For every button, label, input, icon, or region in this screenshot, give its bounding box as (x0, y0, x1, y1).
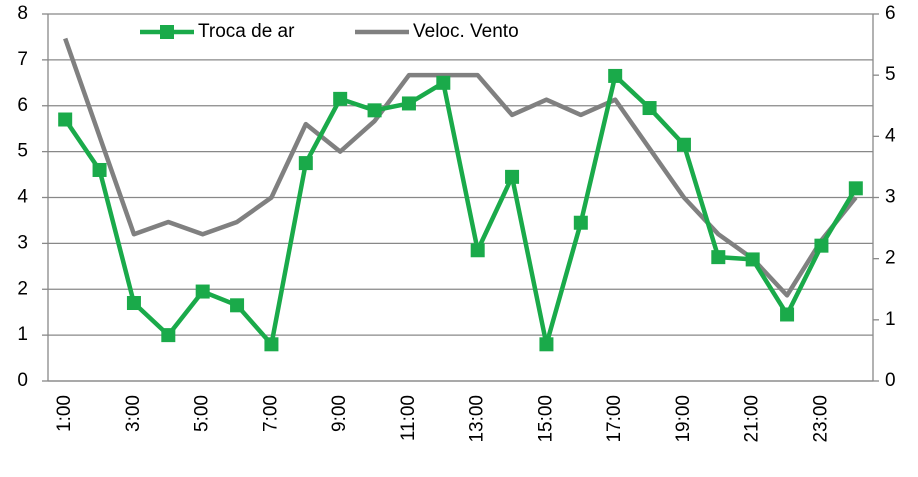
point-marker (333, 91, 348, 106)
point-marker (711, 250, 726, 265)
point-marker (367, 103, 382, 118)
x-tick-label: 21:00 (742, 395, 763, 443)
point-marker (264, 337, 279, 352)
x-tick-label: 5:00 (192, 395, 213, 432)
y-tick-label: 5 (17, 141, 28, 162)
y2-tick-label: 1 (885, 309, 896, 330)
point-marker (505, 169, 520, 184)
y-tick-label: 6 (17, 95, 28, 116)
point-marker (814, 238, 829, 253)
x-tick-label: 3:00 (123, 395, 144, 432)
y2-tick-label: 4 (885, 125, 896, 146)
y-tick-label: 0 (17, 370, 28, 391)
y-tick-label: 1 (17, 324, 28, 345)
y2-tick-label: 5 (885, 64, 896, 85)
y-tick-label: 7 (17, 49, 28, 70)
point-marker (848, 181, 863, 196)
point-marker (92, 162, 107, 177)
x-tick-label: 11:00 (398, 395, 419, 441)
legend-label: Veloc. Vento (413, 21, 519, 42)
point-marker (401, 96, 416, 111)
point-marker (58, 112, 73, 127)
y2-tick-label: 0 (885, 370, 896, 391)
point-marker (436, 75, 451, 90)
y2-tick-label: 2 (885, 248, 896, 269)
point-marker (573, 215, 588, 230)
x-tick-label: 19:00 (673, 395, 694, 443)
x-tick-label: 1:00 (54, 395, 75, 432)
series-line (63, 73, 858, 347)
y-tick-label: 2 (17, 278, 28, 299)
x-tick-label: 7:00 (260, 395, 281, 432)
legend-marker (160, 25, 174, 39)
x-tick-label: 15:00 (535, 395, 556, 443)
y2-tick-label: 6 (885, 3, 896, 24)
point-marker (126, 296, 141, 311)
y-tick-label: 4 (17, 187, 28, 208)
point-marker (780, 307, 795, 322)
series-line (63, 37, 858, 298)
y-tick-label: 3 (17, 232, 28, 253)
y2-tick-label: 3 (885, 187, 896, 208)
point-marker (745, 252, 760, 267)
point-marker (642, 101, 657, 116)
point-marker (298, 156, 313, 171)
point-marker (676, 137, 691, 152)
point-marker (608, 68, 623, 83)
legend-label: Troca de ar (198, 21, 295, 42)
x-tick-label: 23:00 (810, 395, 831, 443)
point-marker (230, 298, 245, 313)
x-tick-label: 17:00 (604, 395, 625, 443)
point-marker (161, 328, 176, 343)
point-marker (470, 243, 485, 258)
x-tick-label: 13:00 (467, 395, 488, 443)
point-marker (195, 284, 210, 299)
x-tick-label: 9:00 (329, 395, 350, 432)
y-tick-label: 8 (17, 3, 28, 24)
point-marker (539, 337, 554, 352)
